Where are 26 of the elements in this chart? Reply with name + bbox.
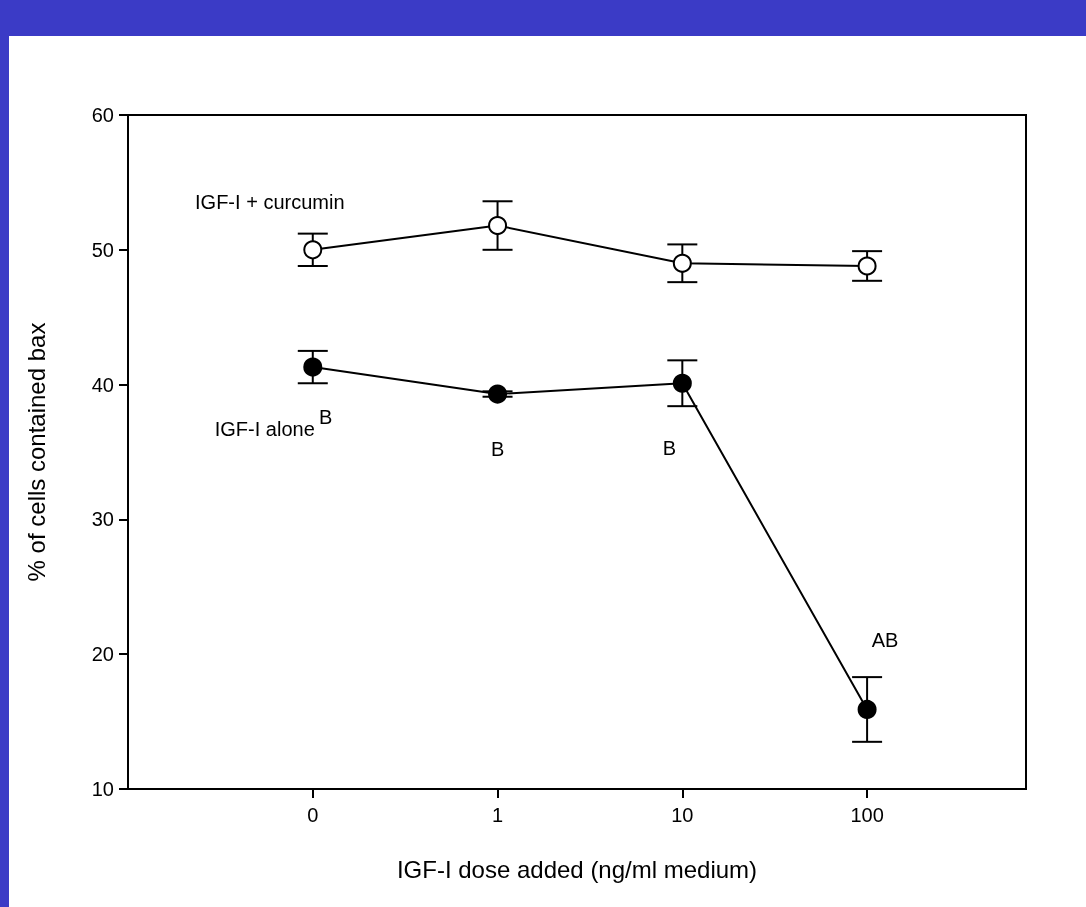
annotation: B bbox=[662, 437, 676, 460]
point bbox=[303, 240, 323, 260]
x-tick-label: 10 bbox=[671, 804, 694, 826]
x-tick-label: 0 bbox=[307, 804, 319, 826]
point bbox=[672, 373, 692, 393]
x-tick-label: 1 bbox=[491, 804, 504, 826]
y-axis-title: % of cells contained bax bbox=[22, 322, 50, 582]
y-tick-label: 40 bbox=[91, 373, 114, 396]
x-tick-label: 100 bbox=[850, 804, 884, 826]
y-tick-label: 50 bbox=[91, 238, 114, 261]
y-tick-label: 60 bbox=[91, 104, 114, 126]
point bbox=[672, 253, 692, 273]
point bbox=[488, 384, 508, 404]
text: IGF-I alone bbox=[214, 418, 315, 441]
y-tick-label: 30 bbox=[91, 508, 114, 531]
point bbox=[857, 256, 877, 276]
point bbox=[857, 699, 877, 719]
x-axis-title: IGF-I dose added (ng/ml medium) bbox=[396, 855, 758, 883]
annotation: B bbox=[490, 438, 505, 461]
annotation: AB bbox=[871, 629, 899, 652]
point bbox=[488, 216, 508, 236]
series-label: IGF-I + curcumin bbox=[195, 190, 345, 213]
point bbox=[303, 357, 323, 377]
annotation: B bbox=[319, 406, 333, 429]
y-tick-label: 20 bbox=[91, 643, 114, 666]
y-tick-label: 10 bbox=[91, 778, 114, 800]
